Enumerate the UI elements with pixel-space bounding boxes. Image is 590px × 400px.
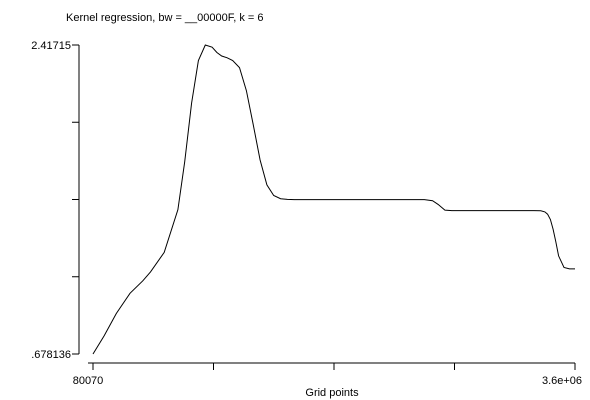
chart-title: Kernel regression, bw = __00000F, k = 6 (66, 12, 264, 24)
x-tick-label-min: 80070 (73, 375, 104, 387)
y-tick-label-min: .678136 (31, 349, 71, 361)
x-axis-label: Grid points (305, 387, 359, 399)
y-tick-label-max: 2.41715 (31, 40, 71, 52)
x-axis-ticks (92, 363, 576, 370)
regression-curve (92, 44, 575, 355)
y-axis-ticks (72, 44, 79, 355)
x-tick-label-max: 3.6e+06 (542, 375, 582, 387)
